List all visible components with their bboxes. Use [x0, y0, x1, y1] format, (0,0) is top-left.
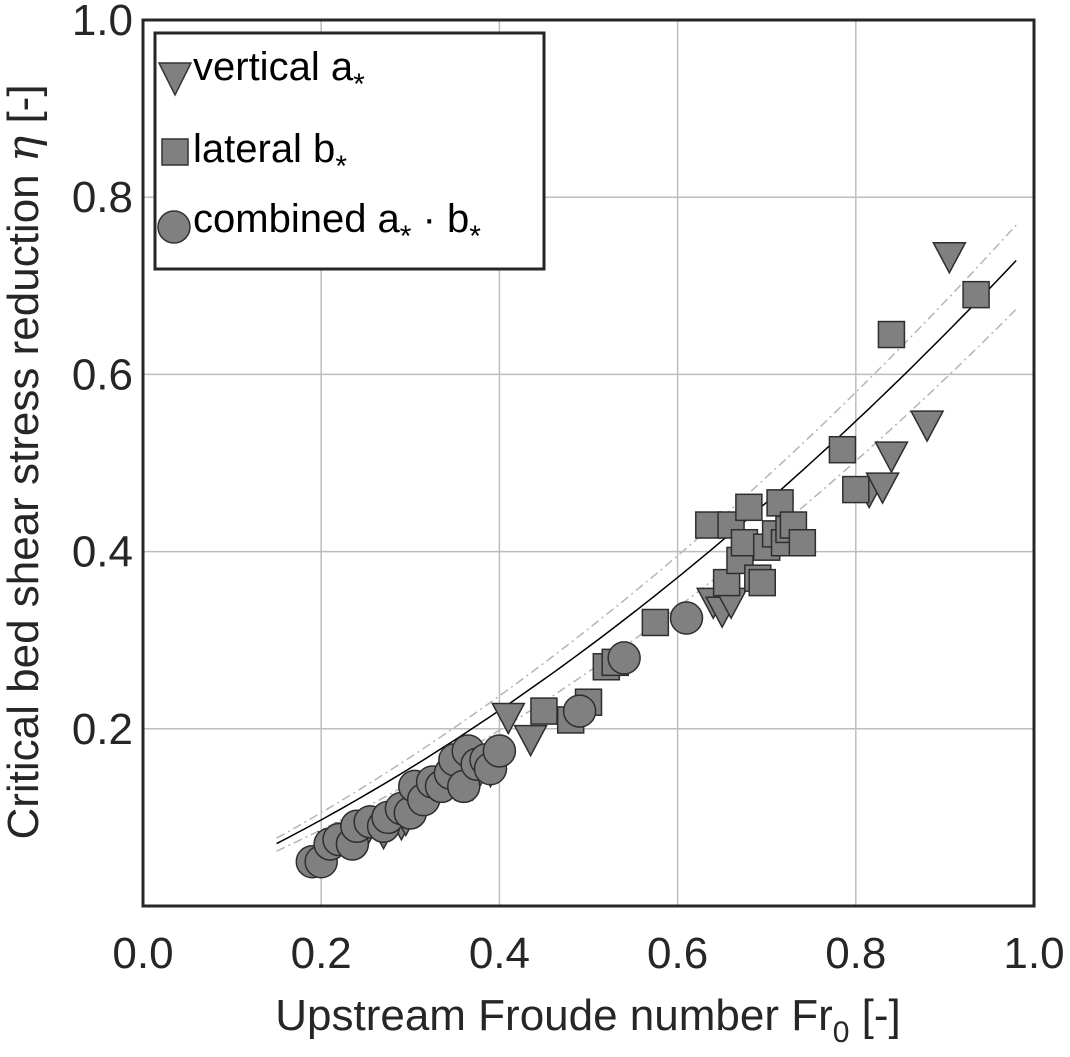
legend-label-lateral: lateral b	[193, 127, 335, 171]
point-circle	[482, 734, 517, 768]
point-square	[962, 280, 990, 309]
legend-marker-circle	[157, 210, 191, 244]
point-triangle	[865, 472, 900, 505]
legend-entry-vertical: vertical a*	[157, 45, 365, 101]
point-square	[877, 320, 906, 349]
point-triangle	[491, 702, 526, 736]
point-circle	[562, 694, 597, 728]
x-tick-label: 0.4	[469, 929, 530, 978]
plot-frame	[141, 18, 1036, 908]
x-tick-label: 0.6	[647, 929, 708, 978]
fit-curve	[276, 259, 1017, 845]
series-circle	[295, 601, 704, 879]
fit-line	[276, 259, 1017, 845]
x-tick-label: 0.2	[291, 929, 352, 978]
svg-text:vertical a*: vertical a*	[193, 45, 365, 101]
legend-entry-combined: combined a* · b*	[157, 197, 481, 253]
point-square	[735, 493, 763, 522]
legend: vertical a* lateral b* combined a* · b*	[153, 31, 546, 271]
legend-label-vertical: vertical a	[193, 45, 354, 89]
point-triangle	[909, 410, 945, 443]
point-square	[748, 568, 776, 597]
legend-label-combined: combined a	[193, 197, 401, 241]
y-tick-label: 0.8	[72, 173, 133, 222]
data-points	[295, 242, 990, 879]
point-circle	[607, 641, 641, 675]
y-axis-title: Critical bed shear stress reduction η [-…	[0, 84, 49, 839]
legend-marker-square	[161, 138, 189, 166]
point-triangle	[932, 242, 967, 275]
y-tick-label: 0.6	[72, 350, 133, 399]
point-square	[788, 528, 817, 557]
point-square	[828, 435, 857, 464]
point-square	[530, 697, 558, 725]
point-square	[641, 608, 670, 637]
point-square	[842, 475, 870, 504]
x-axis-title: Upstream Froude number Fr0 [-]	[275, 991, 901, 1049]
x-tick-label: 0.8	[825, 929, 886, 978]
y-tick-label: 0.2	[72, 705, 133, 754]
legend-entry-lateral: lateral b*	[161, 127, 347, 183]
bound-curve	[276, 224, 1017, 839]
point-triangle	[513, 724, 548, 758]
svg-text:lateral b*: lateral b*	[193, 127, 347, 183]
legend-marker-triangle	[157, 62, 193, 97]
x-tick-label: 0.0	[112, 929, 173, 978]
x-tick-label: 1.0	[1003, 929, 1064, 978]
y-tick-label: 0.4	[72, 528, 133, 577]
legend-box	[153, 31, 546, 271]
y-tick-labels: 0.2 0.4 0.6 0.8 1.0	[72, 0, 133, 754]
x-tick-labels: 0.0 0.2 0.4 0.6 0.8 1.0	[112, 929, 1064, 978]
point-circle	[669, 601, 704, 635]
point-triangle	[874, 441, 909, 474]
y-tick-label: 1.0	[72, 0, 133, 45]
svg-text:combined a* · b*: combined a* · b*	[193, 197, 481, 253]
